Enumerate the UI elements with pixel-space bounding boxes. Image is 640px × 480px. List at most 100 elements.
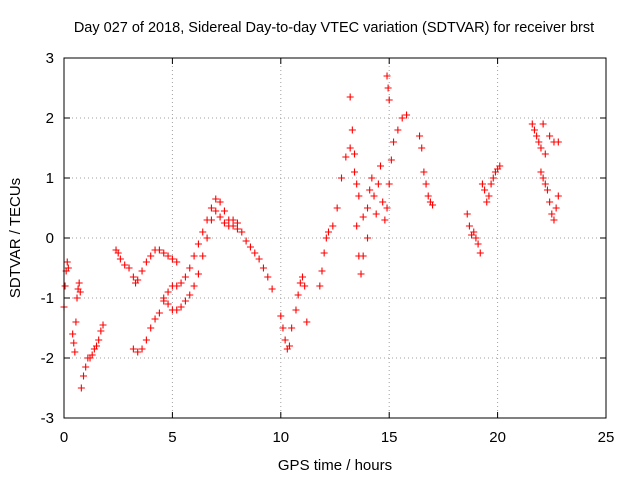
data-point	[72, 318, 80, 326]
data-point	[533, 132, 541, 140]
data-point	[476, 249, 484, 257]
data-point	[554, 192, 562, 200]
data-point	[173, 306, 181, 314]
data-point	[346, 93, 354, 101]
data-point	[233, 219, 241, 227]
data-point	[541, 180, 549, 188]
data-point	[528, 120, 536, 128]
data-point	[164, 252, 172, 260]
data-point	[75, 279, 83, 287]
data-point	[194, 270, 202, 278]
data-point	[418, 144, 426, 152]
data-points	[60, 72, 562, 392]
data-point	[351, 168, 359, 176]
data-point	[82, 363, 90, 371]
data-point	[387, 156, 395, 164]
data-point	[76, 288, 84, 296]
data-point	[199, 228, 207, 236]
data-point	[368, 174, 376, 182]
data-point	[472, 234, 480, 242]
series-arc-12	[416, 132, 437, 209]
data-point	[478, 180, 486, 188]
data-point	[173, 282, 181, 290]
data-point	[292, 306, 300, 314]
data-point	[483, 198, 491, 206]
y-tick-label: -2	[41, 350, 54, 367]
data-point	[348, 126, 356, 134]
series-arc-4	[112, 246, 181, 287]
data-point	[355, 192, 363, 200]
data-point	[338, 174, 346, 182]
data-point	[366, 186, 374, 194]
data-point	[160, 294, 168, 302]
data-point	[116, 255, 124, 263]
data-point	[212, 195, 220, 203]
data-point	[541, 150, 549, 158]
data-point	[99, 321, 107, 329]
data-point	[474, 240, 482, 248]
data-point	[181, 297, 189, 305]
data-point	[429, 201, 437, 209]
data-point	[168, 255, 176, 263]
data-point	[487, 180, 495, 188]
data-point	[496, 162, 504, 170]
data-point	[420, 168, 428, 176]
x-tick-label: 0	[60, 429, 68, 446]
data-point	[324, 228, 332, 236]
data-point	[70, 339, 78, 347]
y-tick-label: -3	[41, 410, 54, 427]
data-point	[190, 282, 198, 290]
series-arc-9	[346, 93, 367, 278]
data-point	[546, 132, 554, 140]
data-point	[164, 300, 172, 308]
data-point	[173, 258, 181, 266]
data-point	[268, 285, 276, 293]
data-point	[69, 330, 77, 338]
data-point	[246, 243, 254, 251]
series-arc-3	[77, 321, 107, 392]
data-point	[303, 318, 311, 326]
data-point	[546, 198, 554, 206]
x-tick-label: 20	[489, 429, 506, 446]
data-point	[134, 276, 142, 284]
data-point	[194, 240, 202, 248]
data-point	[550, 216, 558, 224]
data-point	[164, 288, 172, 296]
data-point	[316, 282, 324, 290]
series-arc-2	[69, 279, 84, 356]
data-point	[422, 180, 430, 188]
y-axis-label: SDTVAR / TECUs	[7, 178, 24, 298]
y-tick-label: 2	[46, 110, 54, 127]
data-point	[377, 162, 385, 170]
data-point	[216, 213, 224, 221]
data-point	[220, 219, 228, 227]
data-point	[554, 138, 562, 146]
data-point	[489, 174, 497, 182]
series-arc-15	[528, 120, 562, 158]
data-point	[238, 228, 246, 236]
data-point	[93, 342, 101, 350]
data-point	[543, 186, 551, 194]
data-point	[329, 222, 337, 230]
data-point	[129, 345, 137, 353]
data-point	[147, 324, 155, 332]
y-tick-label: 1	[46, 170, 54, 187]
data-point	[199, 252, 207, 260]
data-point	[385, 180, 393, 188]
data-point	[359, 252, 367, 260]
data-point	[220, 207, 228, 215]
x-tick-label: 5	[168, 429, 176, 446]
data-point	[288, 324, 296, 332]
data-point	[225, 222, 233, 230]
data-point	[481, 186, 489, 194]
data-point	[374, 180, 382, 188]
data-point	[151, 315, 159, 323]
data-point	[364, 204, 372, 212]
data-point	[279, 324, 287, 332]
data-point	[88, 351, 96, 359]
data-point	[229, 216, 237, 224]
data-point	[298, 273, 306, 281]
data-point	[155, 246, 163, 254]
data-point	[372, 210, 380, 218]
